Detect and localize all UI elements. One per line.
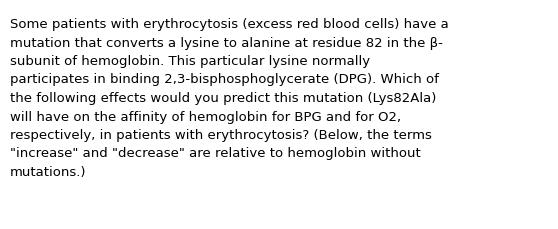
Text: Some patients with erythrocytosis (excess red blood cells) have a
mutation that : Some patients with erythrocytosis (exces…: [10, 18, 449, 178]
